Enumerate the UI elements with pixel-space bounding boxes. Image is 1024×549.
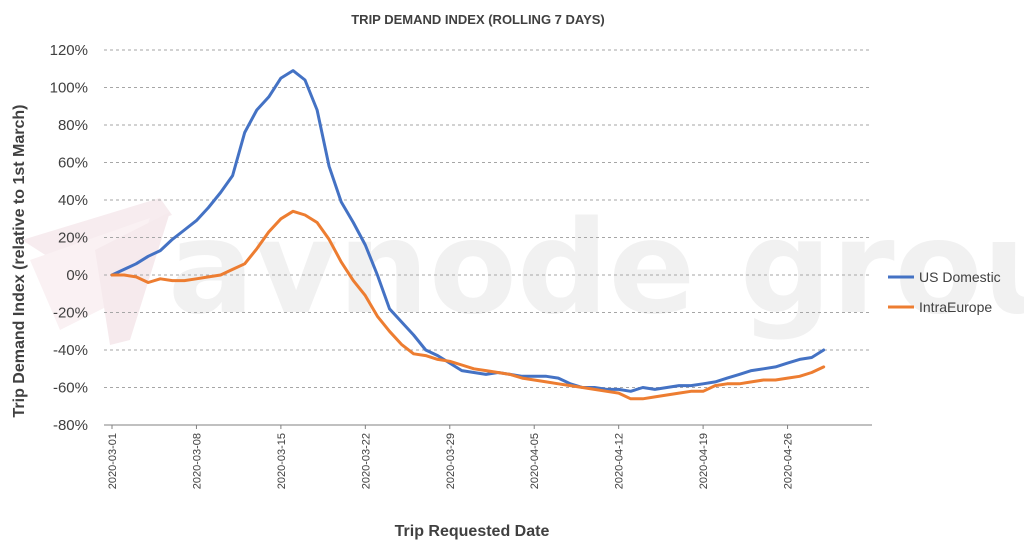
watermark: avnode group [22, 194, 1024, 345]
x-tick-marks [111, 425, 789, 429]
y-tick-label: 120% [50, 42, 88, 59]
legend-item-us-domestic: US Domestic [888, 269, 1001, 285]
legend-label-us-domestic: US Domestic [919, 269, 1001, 285]
x-tick-label: 2020-04-05 [529, 433, 541, 489]
y-tick-label: -40% [53, 342, 88, 359]
y-tick-label: 100% [50, 80, 88, 97]
x-tick-label: 2020-04-19 [698, 433, 710, 489]
x-tick-label: 2020-04-12 [614, 433, 626, 489]
y-tick-label: 60% [58, 155, 88, 172]
y-gridlines [104, 49, 872, 388]
x-tick-label: 2020-04-26 [783, 433, 795, 489]
x-tick-label: 2020-03-01 [107, 433, 119, 489]
chart-title: TRIP DEMAND INDEX (ROLLING 7 DAYS) [351, 12, 605, 27]
y-tick-label: 40% [58, 192, 88, 209]
x-tick-labels: 2020-03-01 2020-03-08 2020-03-15 2020-03-22… [107, 433, 795, 489]
y-tick-label: -20% [53, 305, 88, 322]
x-tick-label: 2020-03-08 [191, 433, 203, 489]
y-tick-label: 20% [58, 230, 88, 247]
x-tick-label: 2020-03-29 [445, 433, 457, 489]
x-tick-label: 2020-03-15 [276, 433, 288, 489]
series-line-intraeurope [110, 209, 826, 401]
y-tick-label: 0% [66, 267, 88, 284]
watermark-logo-mark [22, 198, 172, 345]
series-group [110, 69, 826, 401]
y-tick-label: -80% [53, 417, 88, 434]
x-axis-label: Trip Requested Date [395, 523, 550, 540]
series-line-us-domestic [110, 69, 826, 393]
legend: US Domestic IntraEurope [888, 269, 1001, 315]
watermark-text-main: avnode group [168, 194, 1024, 343]
y-tick-label: 80% [58, 117, 88, 134]
y-tick-label: -60% [53, 380, 88, 397]
y-axis-label: Trip Demand Index (relative to 1st March… [11, 105, 28, 418]
legend-item-intraeurope: IntraEurope [888, 299, 992, 315]
legend-label-intraeurope: IntraEurope [919, 299, 992, 315]
x-tick-label: 2020-03-22 [360, 433, 372, 489]
y-tick-labels: 120% 100% 80% 60% 40% 20% 0% -20% -40% -60% -80% [50, 42, 88, 434]
